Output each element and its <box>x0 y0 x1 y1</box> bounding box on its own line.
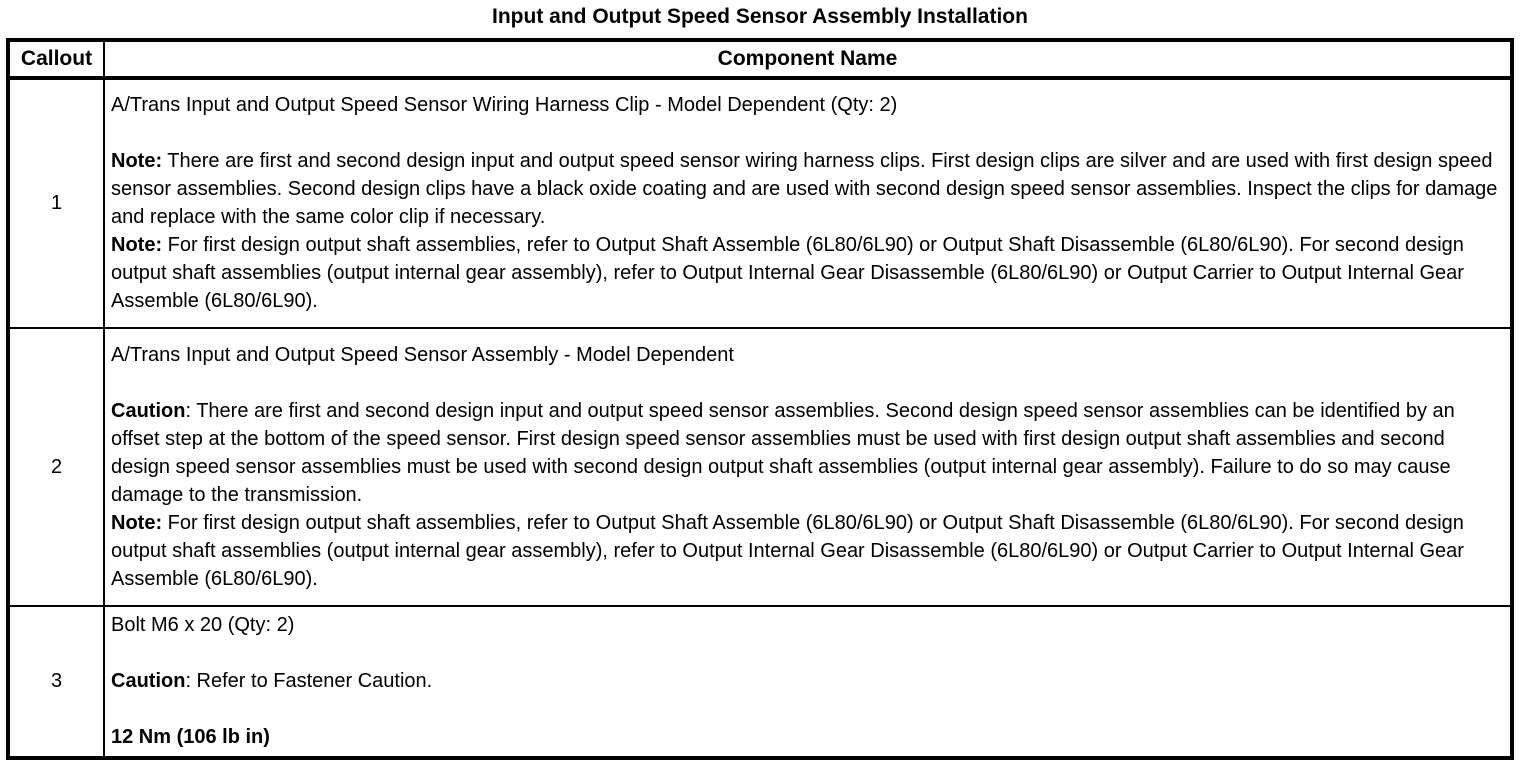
component-table: Callout Component Name 1 A/Trans Input a… <box>6 38 1514 760</box>
paragraph-text: A/Trans Input and Output Speed Sensor Wi… <box>111 94 898 116</box>
component-description-cell: Bolt M6 x 20 (Qty: 2) Caution: Refer to … <box>103 605 1513 759</box>
caution-paragraph: Caution: Refer to Fastener Caution. <box>111 667 1502 695</box>
paragraph-text: A/Trans Input and Output Speed Sensor As… <box>111 343 734 366</box>
note-paragraph: Note: For first design output shaft asse… <box>111 509 1502 593</box>
component-description-cell: A/Trans Input and Output Speed Sensor As… <box>103 327 1513 607</box>
paragraph-bold-prefix: Note: <box>111 150 163 172</box>
paragraph-bold-prefix: Note: <box>111 511 163 534</box>
page-title: Input and Output Speed Sensor Assembly I… <box>492 5 1028 28</box>
caution-paragraph: Caution: There are first and second desi… <box>111 397 1502 509</box>
paragraph-text: : There are first and second design inpu… <box>111 399 1455 506</box>
component-name-line: Bolt M6 x 20 (Qty: 2) <box>111 611 1502 639</box>
table-row: 2 A/Trans Input and Output Speed Sensor … <box>7 327 1513 607</box>
component-name-line: A/Trans Input and Output Speed Sensor Wi… <box>111 91 1502 119</box>
paragraph-text: : Refer to Fastener Caution. <box>185 670 433 692</box>
paragraph-text: There are first and second design input … <box>111 150 1498 228</box>
table-row: 1 A/Trans Input and Output Speed Sensor … <box>7 77 1513 329</box>
note-paragraph: Note: There are first and second design … <box>111 147 1502 231</box>
paragraph-bold-prefix: Caution <box>111 670 186 692</box>
callout-column-header: Callout <box>7 39 105 80</box>
paragraph-text: For first design output shaft assemblies… <box>111 234 1464 312</box>
paragraph-bold-prefix: Note: <box>111 234 163 256</box>
table-header-row: Callout Component Name <box>7 39 1513 80</box>
paragraph-bold-prefix: Caution <box>111 399 186 422</box>
paragraph-text: For first design output shaft assemblies… <box>111 511 1464 590</box>
note-paragraph: Note: For first design output shaft asse… <box>111 231 1502 315</box>
component-name-column-header: Component Name <box>103 39 1513 80</box>
component-description-cell: A/Trans Input and Output Speed Sensor Wi… <box>103 77 1513 329</box>
callout-number: 1 <box>7 77 105 329</box>
callout-number: 3 <box>7 605 105 759</box>
table-row: 3 Bolt M6 x 20 (Qty: 2) Caution: Refer t… <box>7 605 1513 759</box>
callout-number: 2 <box>7 327 105 607</box>
paragraph-text: Bolt M6 x 20 (Qty: 2) <box>111 614 295 636</box>
component-name-line: A/Trans Input and Output Speed Sensor As… <box>111 341 1502 369</box>
paragraph-bold-prefix: 12 Nm (106 lb in) <box>111 726 270 748</box>
torque-spec-line: 12 Nm (106 lb in) <box>111 723 1502 751</box>
